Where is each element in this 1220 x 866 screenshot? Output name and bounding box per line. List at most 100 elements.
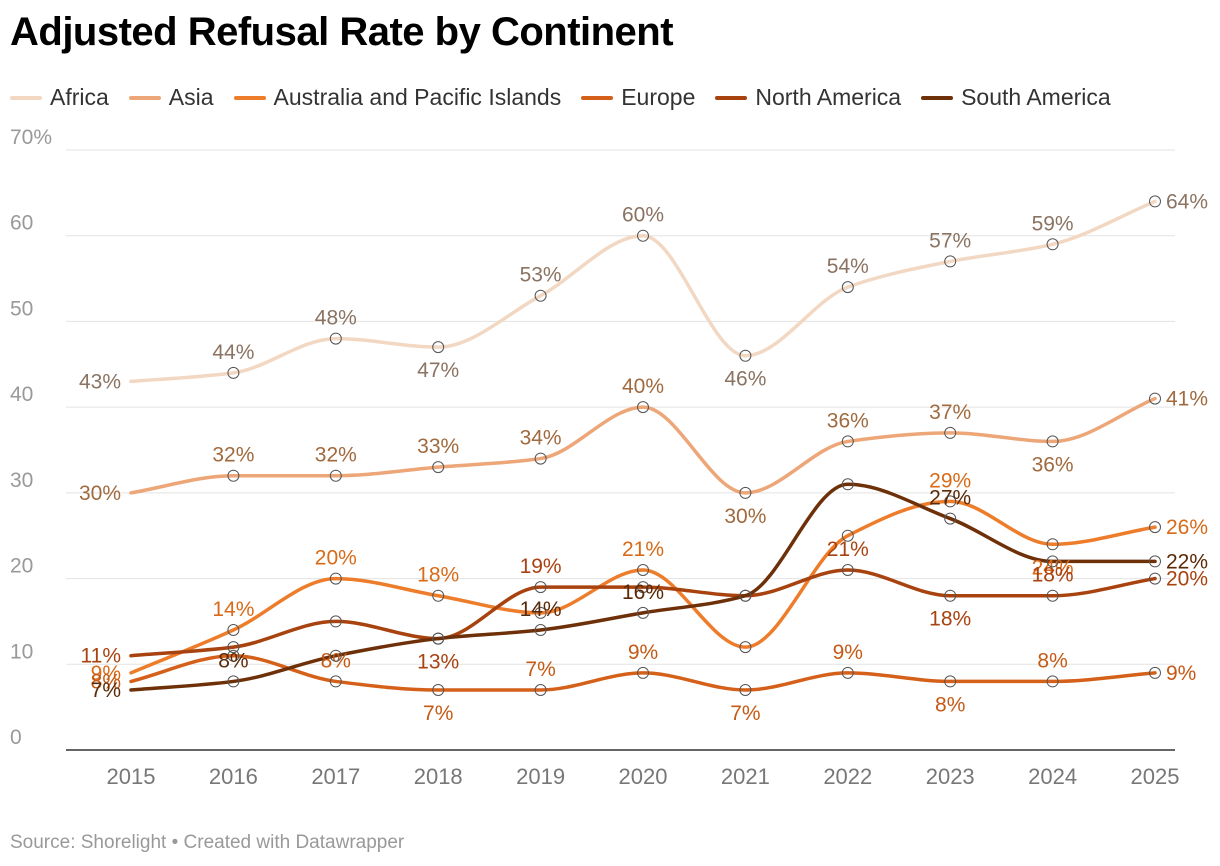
data-label: 18% — [417, 564, 459, 587]
data-point-marker — [1149, 195, 1161, 208]
data-point-marker — [329, 675, 342, 688]
data-point-marker — [1046, 675, 1059, 688]
data-point-marker — [227, 624, 240, 636]
data-label: 7% — [91, 679, 121, 702]
y-tick-label: 0 — [10, 726, 22, 749]
data-point-marker — [944, 589, 957, 602]
series-line-north-america — [129, 568, 1157, 658]
x-tick-label: 2022 — [823, 764, 872, 789]
data-label: 13% — [417, 651, 459, 674]
x-tick-label: 2021 — [721, 764, 770, 789]
legend-swatch — [921, 95, 954, 100]
series-line-europe — [129, 653, 1157, 692]
data-point-marker — [1046, 435, 1059, 448]
legend-label: Asia — [168, 84, 214, 110]
data-label: 64% — [1166, 190, 1208, 213]
data-point-marker — [534, 606, 547, 619]
data-point-marker — [739, 349, 752, 362]
legend-swatch — [233, 95, 266, 100]
data-point-marker — [534, 581, 547, 594]
data-label: 8% — [218, 649, 248, 672]
x-tick-label: 2025 — [1131, 764, 1180, 789]
data-label: 30% — [79, 482, 121, 505]
data-point-marker — [1149, 521, 1161, 534]
data-label: 9% — [1166, 662, 1196, 685]
data-point-marker — [944, 255, 957, 268]
data-label: 36% — [1032, 453, 1074, 476]
legend-label: Australia and Pacific Islands — [273, 84, 562, 110]
data-point-marker — [1046, 538, 1059, 551]
data-point-marker — [1149, 392, 1161, 405]
data-label: 57% — [929, 229, 971, 252]
data-label: 60% — [622, 204, 664, 227]
data-label: 36% — [827, 409, 869, 432]
data-point-marker — [944, 512, 957, 525]
data-label: 7% — [525, 658, 555, 681]
legend-item-north-america: North America — [715, 84, 901, 111]
legend: Africa Asia Australia and Pacific Islands E… — [10, 84, 1131, 111]
data-label: 32% — [315, 444, 357, 467]
x-tick-label: 2015 — [107, 764, 156, 789]
data-label: 8% — [91, 670, 121, 693]
y-tick-label: 70% — [10, 126, 52, 149]
series-line-asia — [129, 396, 1157, 495]
x-tick-label: 2020 — [619, 764, 668, 789]
data-point-marker — [329, 332, 342, 345]
legend-label: Europe — [621, 84, 696, 110]
data-point-marker — [1046, 589, 1059, 602]
data-point-marker — [432, 684, 445, 696]
data-point-marker — [637, 581, 649, 594]
x-tick-label: 2016 — [209, 764, 258, 789]
data-point-marker — [432, 632, 445, 645]
legend-swatch — [128, 95, 161, 100]
data-point-marker — [227, 641, 240, 654]
data-label: 18% — [1032, 564, 1074, 587]
data-point-marker — [637, 606, 649, 619]
data-point-marker — [534, 289, 547, 302]
data-label: 22% — [1166, 550, 1208, 573]
data-label: 9% — [628, 641, 658, 664]
legend-item-europe: Europe — [581, 84, 695, 111]
x-tick-label: 2024 — [1028, 764, 1077, 789]
data-point-marker — [329, 469, 342, 482]
data-point-marker — [637, 229, 649, 242]
data-label: 29% — [929, 469, 971, 492]
data-point-marker — [534, 684, 547, 696]
data-point-marker — [329, 572, 342, 585]
data-label: 7% — [423, 702, 453, 725]
data-point-marker — [841, 435, 854, 448]
data-label: 20% — [1166, 568, 1208, 591]
data-point-marker — [841, 529, 854, 542]
data-label: 53% — [520, 264, 562, 287]
legend-swatch — [10, 95, 42, 100]
data-point-marker — [944, 675, 957, 688]
legend-label: South America — [961, 84, 1111, 110]
data-point-marker — [637, 666, 649, 679]
data-label: 7% — [730, 702, 760, 725]
series-line-africa — [129, 199, 1157, 384]
data-label: 24% — [1032, 556, 1074, 579]
data-label: 47% — [417, 359, 459, 382]
y-tick-label: 50 — [10, 297, 33, 320]
data-point-marker — [432, 461, 445, 474]
data-label: 8% — [935, 693, 965, 716]
data-point-marker — [944, 426, 957, 439]
data-label: 37% — [929, 401, 971, 424]
data-label: 9% — [833, 641, 863, 664]
data-point-marker — [841, 478, 854, 491]
data-label: 43% — [79, 370, 121, 393]
y-tick-label: 10 — [10, 640, 33, 663]
y-tick-label: 20 — [10, 555, 33, 578]
x-tick-label: 2018 — [414, 764, 463, 789]
legend-label: North America — [755, 84, 902, 110]
data-label: 8% — [1037, 649, 1067, 672]
data-label: 9% — [91, 662, 121, 685]
data-label: 30% — [724, 505, 766, 528]
data-point-marker — [637, 401, 649, 414]
data-point-marker — [534, 452, 547, 465]
data-label: 33% — [417, 435, 459, 458]
data-point-marker — [739, 684, 752, 696]
legend-item-australia-and-pacific-islands: Australia and Pacific Islands — [233, 84, 562, 111]
legend-swatch — [715, 95, 748, 100]
legend-item-africa: Africa — [10, 84, 109, 111]
